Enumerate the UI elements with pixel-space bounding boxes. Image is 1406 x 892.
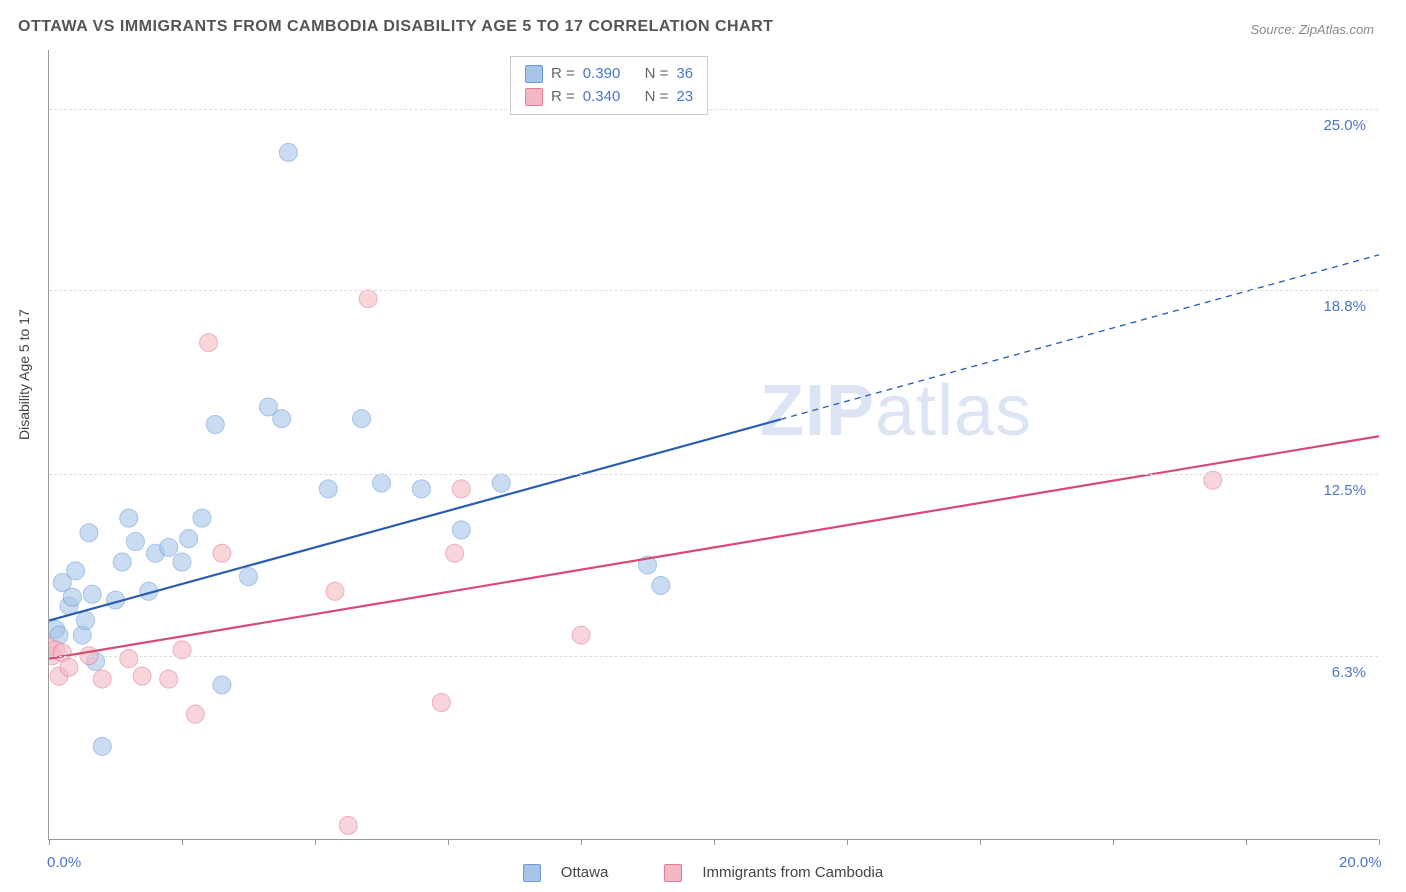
- regression-line-dashed: [781, 255, 1380, 420]
- scatter-point: [572, 626, 590, 644]
- x-tick: [1113, 839, 1114, 845]
- legend-r-label: R =: [551, 86, 575, 109]
- legend-swatch: [525, 88, 543, 106]
- scatter-point: [83, 585, 101, 603]
- scatter-point: [80, 524, 98, 542]
- scatter-point: [186, 705, 204, 723]
- x-tick: [49, 839, 50, 845]
- scatter-point: [412, 480, 430, 498]
- y-tick-label: 12.5%: [1323, 482, 1366, 499]
- legend-swatch: [523, 864, 541, 882]
- scatter-point: [213, 676, 231, 694]
- legend-swatch: [525, 65, 543, 83]
- scatter-point: [77, 612, 95, 630]
- scatter-point: [126, 533, 144, 551]
- scatter-point: [319, 480, 337, 498]
- x-tick: [448, 839, 449, 845]
- legend-n-label: N =: [645, 86, 669, 109]
- scatter-point: [206, 416, 224, 434]
- scatter-point: [273, 410, 291, 428]
- regression-line: [49, 419, 781, 620]
- scatter-point: [160, 538, 178, 556]
- legend-row: R = 0.340 N = 23: [525, 86, 693, 109]
- scatter-point: [240, 568, 258, 586]
- legend-series-item: Immigrants from Cambodia: [650, 864, 897, 881]
- x-tick: [581, 839, 582, 845]
- scatter-point: [200, 334, 218, 352]
- scatter-point: [279, 143, 297, 161]
- legend-r-value: 0.390: [583, 63, 621, 86]
- legend-r-value: 0.340: [583, 86, 621, 109]
- gridline: [49, 290, 1378, 291]
- scatter-point: [213, 544, 231, 562]
- x-tick: [980, 839, 981, 845]
- scatter-point: [353, 410, 371, 428]
- x-tick: [315, 839, 316, 845]
- scatter-point: [339, 816, 357, 834]
- scatter-point: [93, 670, 111, 688]
- scatter-point: [113, 553, 131, 571]
- scatter-point: [452, 521, 470, 539]
- chart-area: 6.3%12.5%18.8%25.0%0.0%20.0%: [48, 50, 1378, 840]
- scatter-point: [492, 474, 510, 492]
- x-tick: [847, 839, 848, 845]
- legend-n-value: 23: [676, 86, 693, 109]
- chart-title: OTTAWA VS IMMIGRANTS FROM CAMBODIA DISAB…: [18, 18, 773, 36]
- x-tick: [1379, 839, 1380, 845]
- legend-row: R = 0.390 N = 36: [525, 63, 693, 86]
- legend-series-label: Ottawa: [561, 864, 609, 881]
- legend-series-label: Immigrants from Cambodia: [702, 864, 883, 881]
- scatter-point: [120, 509, 138, 527]
- x-tick: [1246, 839, 1247, 845]
- legend-r-label: R =: [551, 63, 575, 86]
- scatter-point: [652, 576, 670, 594]
- scatter-point: [359, 290, 377, 308]
- y-axis-label: Disability Age 5 to 17: [16, 309, 32, 440]
- regression-line: [49, 436, 1379, 658]
- gridline: [49, 656, 1378, 657]
- legend-series-item: Ottawa: [509, 864, 623, 881]
- scatter-plot-svg: [49, 50, 1379, 840]
- legend-n-label: N =: [645, 63, 669, 86]
- scatter-point: [326, 582, 344, 600]
- scatter-point: [446, 544, 464, 562]
- y-tick-label: 18.8%: [1323, 298, 1366, 315]
- scatter-point: [60, 658, 78, 676]
- scatter-point: [373, 474, 391, 492]
- scatter-point: [120, 650, 138, 668]
- legend-n-value: 36: [676, 63, 693, 86]
- legend-swatch: [664, 864, 682, 882]
- y-tick-label: 25.0%: [1323, 117, 1366, 134]
- y-tick-label: 6.3%: [1332, 664, 1366, 681]
- scatter-point: [173, 553, 191, 571]
- scatter-point: [133, 667, 151, 685]
- scatter-point: [432, 693, 450, 711]
- scatter-point: [160, 670, 178, 688]
- source-credit: Source: ZipAtlas.com: [1250, 22, 1374, 37]
- scatter-point: [193, 509, 211, 527]
- gridline: [49, 109, 1378, 110]
- x-tick: [714, 839, 715, 845]
- scatter-point: [93, 737, 111, 755]
- scatter-point: [63, 588, 81, 606]
- scatter-point: [67, 562, 85, 580]
- gridline: [49, 474, 1378, 475]
- scatter-point: [452, 480, 470, 498]
- legend-series: Ottawa Immigrants from Cambodia: [0, 864, 1406, 882]
- scatter-point: [180, 530, 198, 548]
- legend-correlation: R = 0.390 N = 36 R = 0.340 N = 23: [510, 56, 708, 115]
- x-tick: [182, 839, 183, 845]
